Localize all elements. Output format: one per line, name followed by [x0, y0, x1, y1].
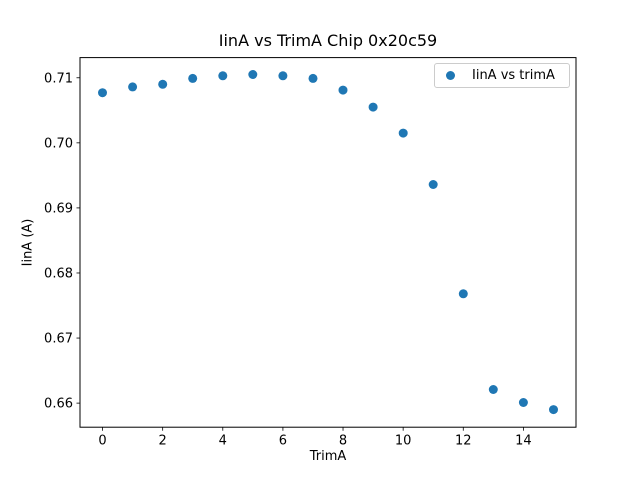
y-tick-label: 0.66 — [44, 397, 73, 412]
data-point — [218, 71, 228, 81]
data-point — [549, 405, 558, 415]
data-point — [308, 73, 318, 83]
data-point — [248, 70, 258, 79]
y-axis-label: IinA (A) — [20, 218, 36, 267]
x-tick-label: 8 — [339, 434, 347, 449]
data-point — [188, 73, 198, 83]
x-tick-label: 6 — [279, 434, 287, 449]
data-point — [98, 88, 107, 98]
data-point — [158, 79, 168, 89]
legend: IinA vs trimA — [434, 63, 570, 88]
x-tick-label: 10 — [395, 434, 412, 449]
x-tick-label: 12 — [455, 434, 472, 449]
y-tick-label: 0.68 — [44, 266, 73, 281]
data-point — [368, 102, 378, 112]
chart-title: IinA vs TrimA Chip 0x20c59 — [218, 31, 438, 50]
legend-label: IinA vs trimA — [472, 68, 555, 83]
axes-frame — [79, 57, 577, 428]
data-point — [128, 82, 138, 92]
legend-marker-icon — [446, 71, 455, 80]
y-tick-label: 0.71 — [44, 71, 73, 86]
data-point — [398, 128, 408, 138]
data-point — [278, 71, 288, 81]
x-tick-label: 0 — [98, 434, 106, 449]
x-tick-label: 2 — [159, 434, 167, 449]
x-axis-label: TrimA — [309, 449, 347, 464]
data-point — [488, 385, 498, 394]
data-point — [458, 289, 468, 299]
y-tick-label: 0.70 — [44, 136, 73, 151]
x-tick-label: 14 — [515, 434, 532, 449]
data-point — [338, 85, 348, 95]
data-point — [518, 398, 528, 407]
y-tick-label: 0.67 — [44, 332, 73, 347]
y-tick-label: 0.69 — [44, 201, 73, 216]
data-point — [428, 180, 438, 189]
x-tick-label: 4 — [219, 434, 227, 449]
